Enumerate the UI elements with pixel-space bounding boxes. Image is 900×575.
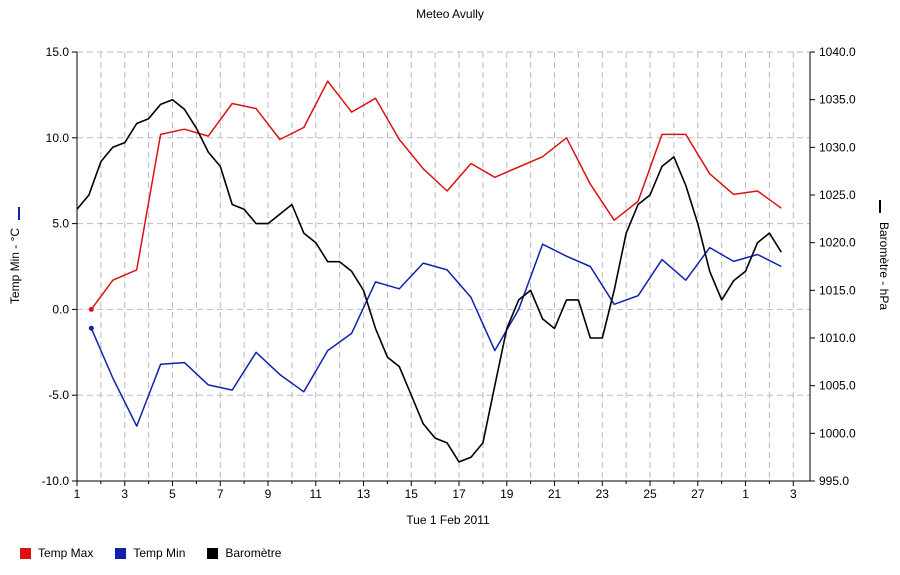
left-tick-label: -5.0 (48, 388, 69, 402)
right-tick-label: 1015.0 (819, 283, 856, 297)
right-tick-label: 1020.0 (819, 236, 856, 250)
right-tick-label: 1000.0 (819, 426, 856, 440)
x-tick-label: 9 (265, 487, 272, 501)
legend-label-barometre: Baromètre (225, 546, 282, 560)
x-tick-label: 15 (405, 487, 419, 501)
left-tick-label: 0.0 (52, 302, 69, 316)
grid-lines (76, 51, 810, 482)
x-tick-label: 3 (790, 487, 797, 501)
legend-swatch-temp-min (115, 547, 127, 559)
axes (18, 52, 881, 482)
x-tick-label: 11 (310, 487, 323, 501)
right-tick-label: 1010.0 (819, 331, 856, 345)
left-tick-label: 15.0 (46, 45, 70, 59)
x-tick-label: 13 (357, 487, 371, 501)
left-axis-label: Temp Min - °C (8, 228, 22, 304)
x-tick-label: 1 (742, 487, 749, 501)
right-tick-label: 1040.0 (819, 45, 856, 59)
series-lines (76, 80, 782, 463)
x-tick-label: 17 (452, 487, 466, 501)
x-tick-label: 19 (500, 487, 514, 501)
x-tick-label: 23 (596, 487, 610, 501)
series-start-point-temp-max (88, 306, 94, 312)
legend-label-temp-min: Temp Min (133, 546, 186, 560)
left-tick-label: 5.0 (52, 217, 69, 231)
x-tick-label: 1 (74, 487, 81, 501)
right-tick-label: 995.0 (819, 474, 849, 488)
x-tick-label: 7 (217, 487, 224, 501)
series-line-temp-max (90, 80, 782, 310)
x-axis-ticks: 1 3 5 7 9 11 13 15 17 19 21 23 25 27 1 3 (74, 481, 797, 501)
x-axis-label: Tue 1 Feb 2011 (406, 513, 490, 527)
right-tick-label: 1005.0 (819, 379, 856, 393)
legend-swatch-barometre (207, 547, 219, 559)
legend-label-temp-max: Temp Max (38, 546, 94, 560)
left-tick-label: 10.0 (46, 131, 70, 145)
right-tick-label: 1030.0 (819, 140, 856, 154)
left-tick-label: -10.0 (42, 474, 70, 488)
series-line-barom-tre (76, 98, 782, 463)
x-tick-label: 21 (548, 487, 562, 501)
x-tick-label: 25 (643, 487, 657, 501)
right-axis-label: Baromètre - hPa (877, 222, 891, 310)
left-axis-ticks: -10.0 -5.0 0.0 5.0 10.0 15.0 (42, 45, 77, 488)
x-tick-label: 5 (169, 487, 176, 501)
legend-item-barometre: Baromètre (207, 546, 281, 560)
chart-title: Meteo Avully (416, 7, 484, 21)
legend-item-temp-min: Temp Min (115, 546, 185, 560)
legend-item-temp-max: Temp Max (20, 546, 93, 560)
series-line-temp-min (90, 243, 782, 427)
legend: Temp Max Temp Min Baromètre (20, 543, 303, 563)
x-tick-label: 27 (691, 487, 705, 501)
right-tick-label: 1035.0 (819, 93, 856, 107)
series-start-point-temp-min (88, 325, 94, 331)
right-axis-ticks: 995.0 1000.0 1005.0 1010.0 1015.0 1020.0 1025.… (810, 45, 856, 488)
legend-swatch-temp-max (20, 547, 31, 559)
x-tick-label: 3 (121, 487, 128, 501)
right-tick-label: 1025.0 (819, 188, 856, 202)
